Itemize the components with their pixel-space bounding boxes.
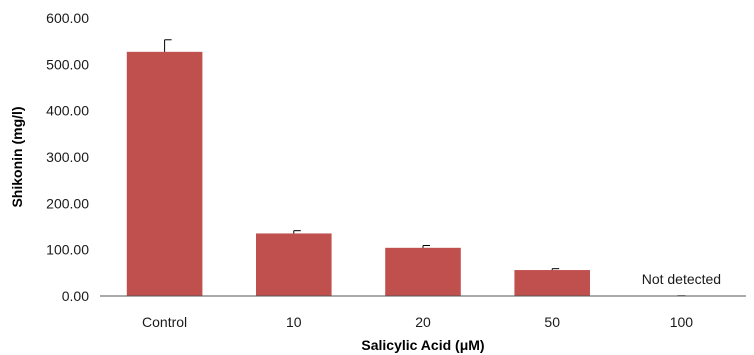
x-tick-label: Control <box>142 314 187 330</box>
y-tick-label: 400.00 <box>46 103 89 119</box>
bar <box>126 51 203 296</box>
y-tick-label: 300.00 <box>46 149 89 165</box>
not-detected-annotation: Not detected <box>642 271 721 287</box>
bars <box>126 39 686 296</box>
bar <box>514 270 590 296</box>
x-axis-title: Salicylic Acid (μM) <box>361 337 484 353</box>
bar <box>385 247 461 296</box>
bar <box>256 233 332 296</box>
x-axis-ticks: Control 10 20 50 100 <box>142 314 693 330</box>
x-tick-label: 100 <box>670 314 694 330</box>
y-tick-label: 100.00 <box>46 242 89 258</box>
y-axis-ticks: 0.00 100.00 200.00 300.00 400.00 500.00 600.00 <box>46 10 89 304</box>
x-tick-label: 20 <box>415 314 431 330</box>
x-tick-label: 50 <box>544 314 560 330</box>
x-tick-label: 10 <box>286 314 302 330</box>
y-tick-label: 0.00 <box>62 288 89 304</box>
y-tick-label: 200.00 <box>46 195 89 211</box>
y-tick-label: 600.00 <box>46 10 89 26</box>
y-axis-title: Shikonin (mg/l) <box>9 106 25 207</box>
y-tick-label: 500.00 <box>46 56 89 72</box>
